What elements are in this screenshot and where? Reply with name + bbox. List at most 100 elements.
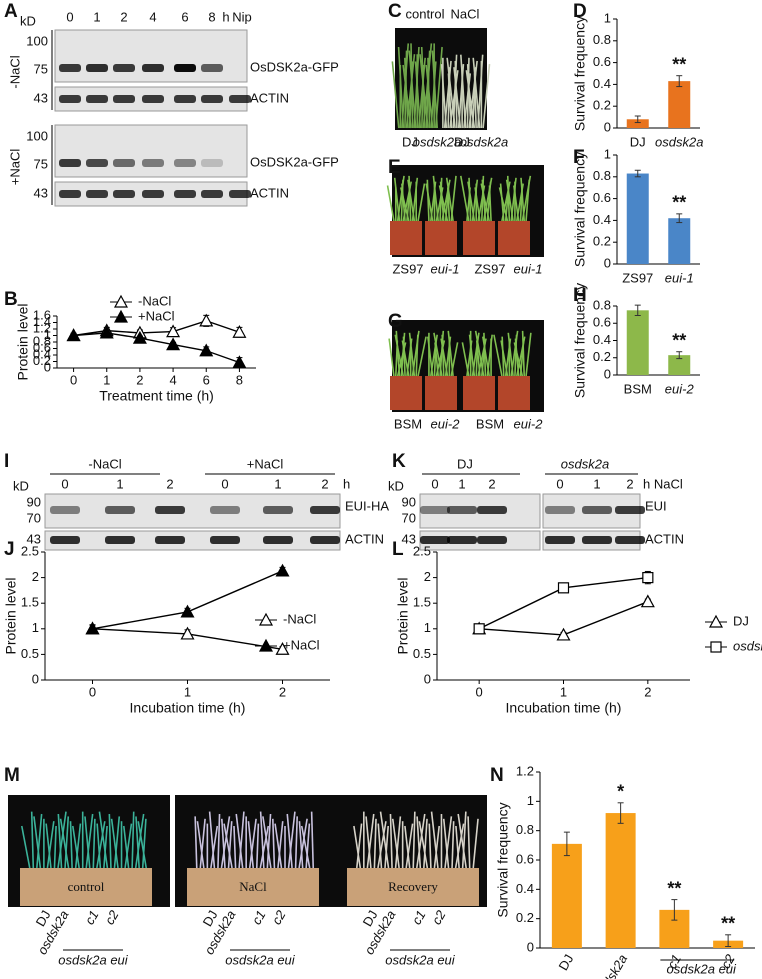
- leaf: [57, 811, 67, 869]
- leaf: [377, 821, 387, 869]
- leaf: [389, 813, 393, 869]
- photo-group-label: osdsk2a eui: [225, 952, 295, 967]
- band: [420, 506, 450, 514]
- band: [174, 95, 196, 103]
- marker: 75: [34, 61, 48, 76]
- band-label: EUI-HA: [345, 498, 389, 513]
- leaf: [433, 332, 443, 377]
- leaf: [447, 73, 453, 129]
- lane-label: 0: [431, 476, 438, 491]
- leaf: [298, 821, 304, 869]
- legend-marker: [708, 614, 724, 628]
- point: [557, 582, 570, 594]
- leaf: [417, 183, 426, 222]
- bar: [626, 310, 649, 375]
- y-tick-label: 0: [44, 359, 51, 374]
- y-tick-label: 1.5: [21, 595, 39, 610]
- point: [180, 604, 195, 618]
- band: [113, 64, 135, 72]
- series-line: [73, 332, 240, 364]
- y-axis-label: Protein level: [3, 577, 19, 654]
- leaf: [366, 813, 375, 869]
- leaf: [394, 334, 404, 377]
- point: [66, 328, 81, 342]
- panel-label: G: [388, 311, 403, 332]
- marker: 43: [34, 185, 48, 200]
- leaf: [427, 336, 434, 377]
- lane-label: 2: [626, 476, 633, 491]
- bar: [668, 81, 691, 128]
- leaf: [84, 816, 91, 869]
- leaf: [134, 813, 145, 869]
- leaf: [196, 821, 205, 869]
- leaf: [221, 818, 226, 869]
- y-tick-label: 1.6: [33, 307, 51, 322]
- leaf: [447, 330, 454, 377]
- leaf: [103, 825, 108, 869]
- leaf: [493, 334, 503, 377]
- x-tick-label: eui-2: [665, 381, 695, 396]
- leaf: [428, 823, 432, 869]
- leaf: [287, 811, 296, 869]
- marker: 100: [26, 128, 48, 143]
- legend-label: osdsk2a: [733, 638, 762, 653]
- leaf: [223, 823, 233, 869]
- panel-label: L: [392, 539, 404, 560]
- leaf: [425, 183, 434, 222]
- unit: kD: [388, 478, 404, 493]
- x-tick-label: osdsk2a: [655, 134, 703, 149]
- leaf: [36, 813, 43, 869]
- y-tick-label: 2.5: [413, 543, 431, 558]
- leaf: [521, 330, 526, 377]
- leaf: [33, 816, 42, 869]
- condition: -NaCl: [7, 55, 22, 88]
- leaf: [434, 342, 440, 377]
- leaf: [379, 811, 390, 869]
- band: [113, 159, 135, 167]
- panel-label: M: [4, 765, 20, 786]
- band: [263, 536, 293, 544]
- point: [232, 355, 247, 369]
- annotation: **: [672, 54, 686, 74]
- legend-label: -NaCl: [138, 293, 171, 308]
- point: [640, 594, 655, 608]
- leaf: [277, 821, 284, 869]
- legend-marker: [258, 638, 274, 652]
- leaf: [69, 821, 73, 869]
- band: [263, 506, 293, 514]
- y-tick-label: 0.6: [593, 315, 611, 330]
- x-tick-label: c1: [664, 952, 684, 971]
- marker: 100: [26, 33, 48, 48]
- leaf: [141, 818, 147, 869]
- leaf: [441, 334, 445, 377]
- lane-label: 0: [221, 476, 228, 491]
- y-tick-label: 1.5: [413, 595, 431, 610]
- leaf: [113, 816, 121, 869]
- band: [155, 536, 185, 544]
- legend-marker: [258, 612, 274, 626]
- leaf: [110, 818, 119, 869]
- leaf: [391, 818, 400, 869]
- leaf: [481, 179, 487, 222]
- leaf: [414, 61, 422, 129]
- leaf: [220, 816, 231, 869]
- photo-header: control: [405, 6, 444, 21]
- lane-label: 0: [66, 9, 73, 24]
- band-label: OsDSK2a-GFP: [250, 154, 339, 169]
- panel-label: I: [4, 451, 9, 472]
- leaf: [208, 811, 216, 869]
- leaf: [64, 816, 70, 869]
- y-tick-label: 0.8: [516, 822, 534, 837]
- leaf: [20, 825, 31, 869]
- pot: [390, 376, 422, 410]
- leaf: [525, 332, 532, 377]
- y-axis-label: Protein level: [15, 303, 31, 380]
- legend-marker: [710, 641, 722, 653]
- leaf: [417, 336, 427, 377]
- photo-label: c1: [249, 908, 269, 927]
- photo-group-label: osdsk2a eui: [385, 952, 455, 967]
- group-label: osdsk2a: [561, 456, 609, 471]
- leaf: [460, 54, 467, 129]
- leaf: [430, 811, 439, 869]
- y-tick-label: 0: [32, 671, 39, 686]
